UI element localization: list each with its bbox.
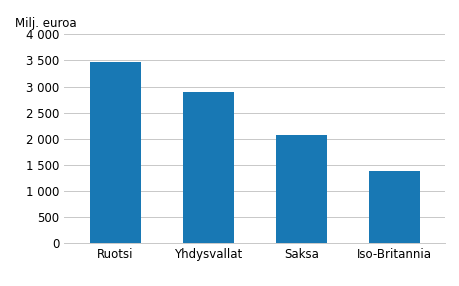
Text: Milj. euroa: Milj. euroa [15,17,76,30]
Bar [369,171,420,243]
Bar [90,62,141,243]
Bar [276,134,327,243]
Bar [183,92,234,243]
